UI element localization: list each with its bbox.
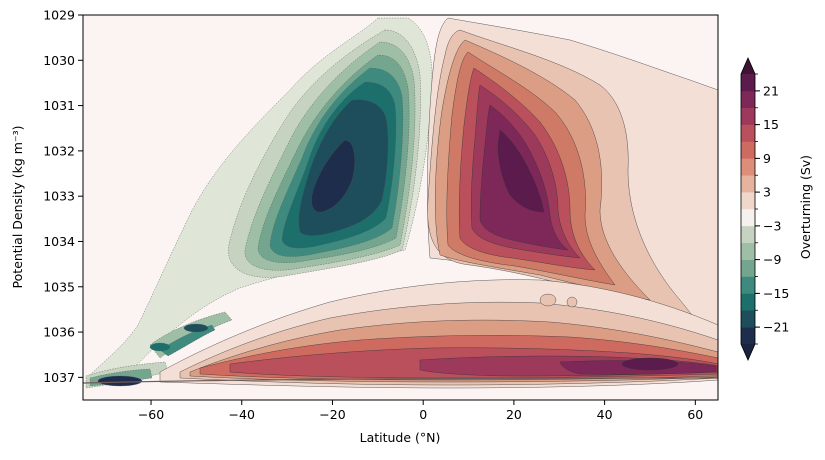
x-tick-label: 20 <box>506 407 522 422</box>
y-axis-label: Potential Density (kg m⁻³) <box>10 126 25 289</box>
colorbar-segment <box>741 242 755 260</box>
colorbar-segment <box>741 293 755 311</box>
deep-positive-band <box>159 279 718 389</box>
colorbar-extend-max <box>741 58 755 74</box>
contour-blob <box>539 293 557 307</box>
x-tick-label: 60 <box>687 407 703 422</box>
colorbar-segment <box>741 74 755 92</box>
colorbar-tick-label: −3 <box>763 218 781 233</box>
colorbar-tick-label: −21 <box>763 320 789 335</box>
northern-positive-cell <box>427 17 718 341</box>
x-tick-label: −20 <box>319 407 345 422</box>
colorbar-segment <box>741 259 755 277</box>
y-axis: 1029 1030 1031 1032 1033 1034 1035 1036 1037 <box>43 8 83 385</box>
x-tick-label: −60 <box>138 407 164 422</box>
colorbar-segment <box>741 225 755 244</box>
colorbar-tick-label: 15 <box>763 117 779 132</box>
y-tick-label: 1032 <box>43 143 75 158</box>
plot-area <box>83 15 718 400</box>
x-tick-label: −40 <box>229 407 255 422</box>
contour-blob <box>566 296 578 308</box>
colorbar-tick-label: −15 <box>763 286 789 301</box>
x-tick-label: 0 <box>419 407 427 422</box>
colorbar-label: Overturning (Sv) <box>798 155 813 259</box>
y-tick-label: 1036 <box>43 325 75 340</box>
colorbar-segment <box>741 192 755 210</box>
y-tick-label: 1033 <box>43 189 75 204</box>
colorbar-tick-label: 3 <box>763 185 771 200</box>
y-tick-label: 1035 <box>43 279 75 294</box>
colorbar-tick-label: −9 <box>763 252 781 267</box>
colorbar-tick-label: 21 <box>763 83 779 98</box>
colorbar-extend-min <box>741 344 755 360</box>
colorbar: −21 −15 −9 −3 3 9 15 21 <box>740 57 789 361</box>
y-tick-label: 1029 <box>43 8 75 23</box>
colorbar-segment <box>741 90 755 109</box>
colorbar-tick-label: 9 <box>763 151 771 166</box>
y-tick-label: 1031 <box>43 98 75 113</box>
colorbar-segment <box>741 209 755 227</box>
colorbar-segment <box>741 175 755 193</box>
colorbar-segment <box>741 124 755 142</box>
x-axis: −60 −40 −20 0 20 40 60 <box>138 400 703 422</box>
y-tick-label: 1034 <box>43 234 75 249</box>
colorbar-segment <box>741 276 755 294</box>
x-axis-label: Latitude (°N) <box>360 430 441 445</box>
southern-negative-cell <box>89 17 433 376</box>
colorbar-segment <box>741 327 755 345</box>
colorbar-segment <box>741 107 755 125</box>
x-tick-label: 40 <box>597 407 613 422</box>
colorbar-segment <box>741 141 755 159</box>
y-tick-label: 1030 <box>43 53 75 68</box>
dense-water-line <box>83 377 718 384</box>
southern-bottom-band <box>85 311 233 389</box>
y-tick-label: 1037 <box>43 370 75 385</box>
colorbar-segment <box>741 310 755 328</box>
colorbar-segment <box>741 158 755 176</box>
plot-frame <box>82 14 719 401</box>
